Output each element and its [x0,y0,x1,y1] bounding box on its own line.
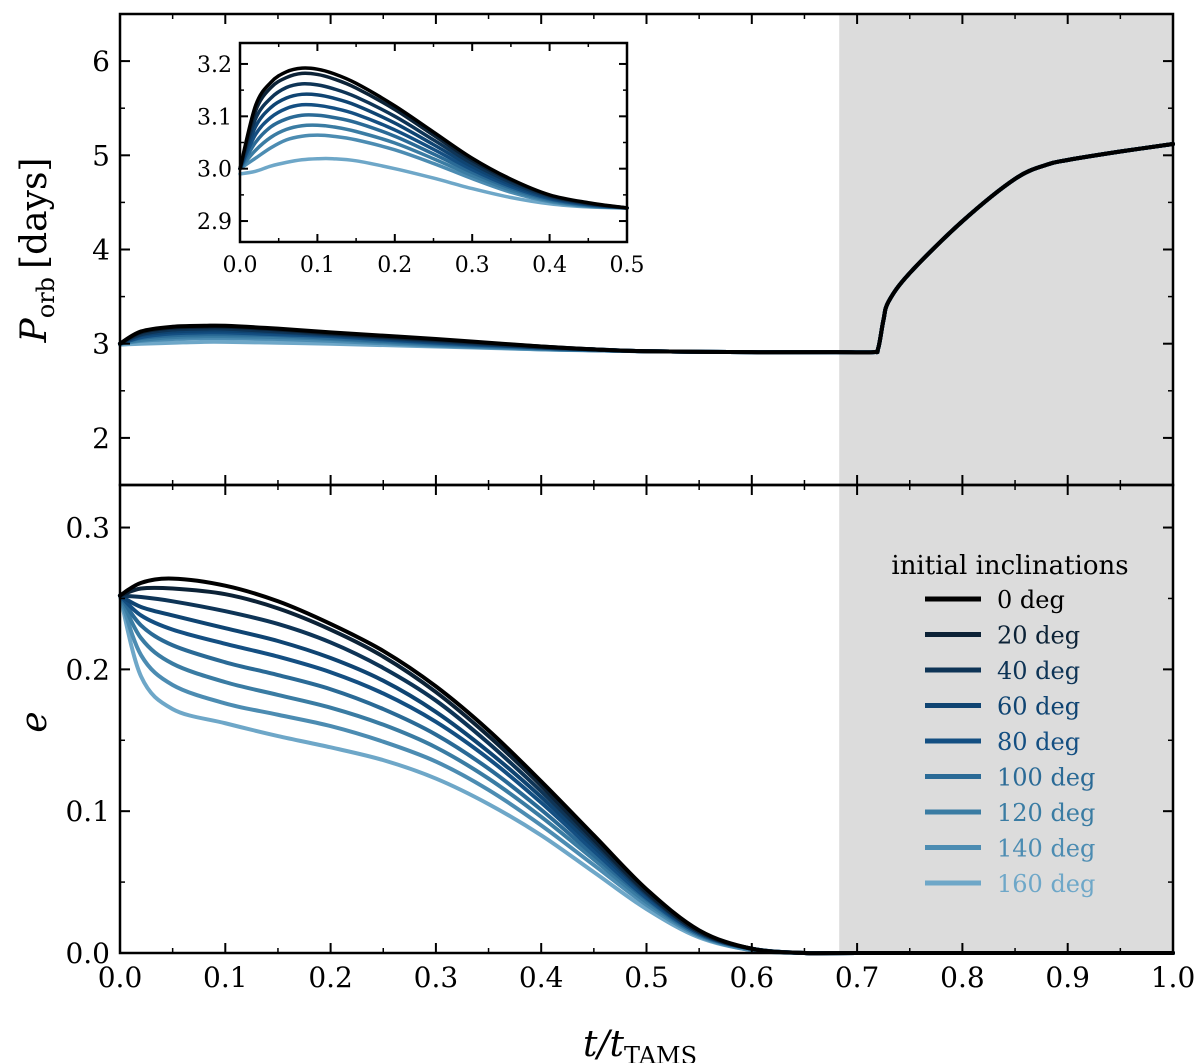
inset-y-tick-label: 3.0 [197,158,232,183]
inset-tick-labels: 0.0 0.1 0.2 0.3 0.4 0.5 2.9 3.0 3.1 3.2 [197,53,645,278]
legend-label-60-deg: 60 deg [997,693,1080,721]
legend-label-160-deg: 160 deg [997,870,1095,898]
inset-background [240,43,627,242]
bottom-panel-frame [118,483,1175,955]
y-tick-label: 0.1 [65,795,110,828]
y-tick-label: 2 [92,422,110,455]
legend-label-80-deg: 80 deg [997,728,1080,756]
x-tick-label: 0.2 [308,961,353,994]
x-tick-label: 0.5 [624,961,669,994]
top-y-axis-label-main: P [14,317,55,343]
x-tick-label: 1.0 [1151,961,1196,994]
x-tick-label: 0.4 [519,961,564,994]
inset-x-tick-label: 0.5 [610,253,645,278]
inset-x-tick-label: 0.1 [300,253,335,278]
inset-x-tick-label: 0.3 [455,253,490,278]
inset-x-tick-label: 0.2 [377,253,412,278]
legend-label-140-deg: 140 deg [997,835,1095,863]
x-tick-label: 0.9 [1045,961,1090,994]
x-axis-label-sub: TAMS [624,1042,697,1063]
top-y-axis-label: Porb [days] [14,158,60,344]
inset-y-tick-label: 3.1 [197,105,232,130]
x-tick-label: 0.7 [835,961,880,994]
inset-series-line-0-deg [238,66,629,210]
y-tick-label: 0.0 [65,937,110,970]
y-tick-label: 4 [92,234,110,267]
legend-label-100-deg: 100 deg [997,764,1095,792]
legend-title: initial inclinations [891,551,1128,581]
inset-y-tick-label: 3.2 [197,53,232,78]
bottom-shaded-region [839,485,1173,953]
inset-x-tick-label: 0.0 [223,253,258,278]
legend-label-20-deg: 20 deg [997,622,1080,650]
legend-label-0-deg: 0 deg [997,586,1065,614]
top-series-lines [118,142,1175,355]
y-tick-label: 5 [92,139,110,172]
x-axis-label: t/tTAMS [583,1024,697,1063]
inset-series-line-160-deg [238,156,629,210]
legend: initial inclinations 0 deg 20 deg 40 deg 60… [891,551,1128,898]
legend-label-120-deg: 120 deg [997,799,1095,827]
inset-x-tick-label: 0.4 [532,253,567,278]
x-tick-label: 0.0 [98,961,143,994]
x-axis-label-main: t/t [583,1024,625,1063]
y-tick-label: 0.2 [65,653,110,686]
x-tick-label: 0.3 [414,961,459,994]
y-tick-label: 3 [92,328,110,361]
bottom-y-axis-label: e [14,711,55,732]
top-shaded-region [839,14,1173,485]
inset-series-lines [238,66,629,210]
legend-label-40-deg: 40 deg [997,657,1080,685]
x-tick-label: 0.6 [730,961,775,994]
legend-items: 0 deg 20 deg 40 deg 60 deg 80 deg 100 deg 120 … [925,586,1095,898]
top-series-line-0-deg [118,142,1175,355]
inset-y-tick-label: 2.9 [197,210,232,235]
y-tick-label: 6 [92,45,110,78]
inset-frame [238,41,629,244]
y-tick-label: 0.3 [65,512,110,545]
x-tick-label: 0.8 [940,961,985,994]
top-y-axis-label-sub: orb [32,277,60,318]
x-tick-label: 0.1 [203,961,248,994]
top-y-axis-label-unit: [days] [14,158,55,269]
axis-tick-labels: 0.0 0.1 0.2 0.3 0.4 0.5 0.6 0.7 0.8 0.9 1.0 2 3 4 5 6 0.… [65,45,1195,994]
